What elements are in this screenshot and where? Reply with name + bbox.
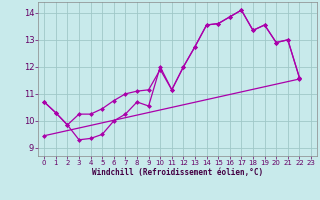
X-axis label: Windchill (Refroidissement éolien,°C): Windchill (Refroidissement éolien,°C) <box>92 168 263 177</box>
